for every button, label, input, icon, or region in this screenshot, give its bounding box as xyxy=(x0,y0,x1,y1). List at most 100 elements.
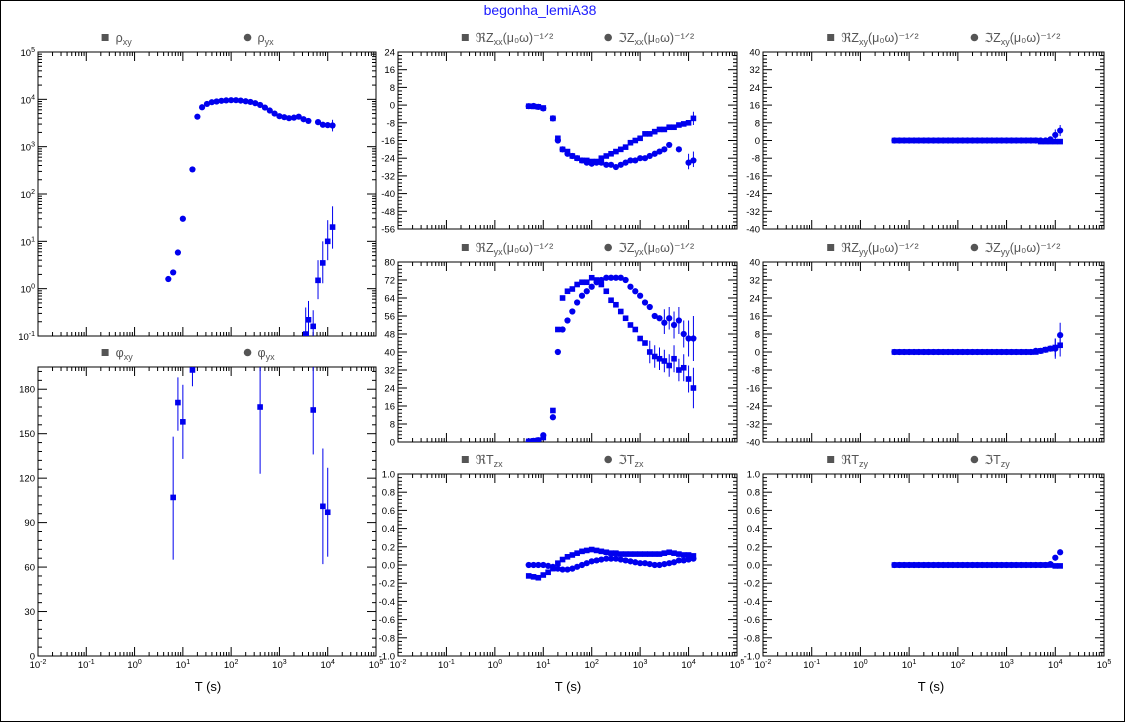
x-tick-label: 105 xyxy=(730,659,745,671)
data-point-circle xyxy=(617,274,624,281)
data-point-circle xyxy=(1042,346,1049,353)
data-point-square xyxy=(666,124,672,131)
legend-square-marker xyxy=(461,34,469,41)
data-point-circle xyxy=(324,122,331,129)
y-tick-label: 150 xyxy=(19,429,35,440)
x-axis-label-middle: T (s) xyxy=(555,679,581,694)
data-point-circle xyxy=(232,97,240,104)
y-tick-label: 10-1 xyxy=(18,331,35,343)
data-point-circle xyxy=(535,103,542,110)
data-point-circle xyxy=(920,348,927,356)
data-point-circle xyxy=(617,161,624,168)
data-point-circle xyxy=(1057,549,1064,556)
data-point-square xyxy=(646,349,653,355)
data-point-circle xyxy=(920,137,927,144)
panel-rho: 10-1 100 101 102 103 104 105 ρxy ρyx xyxy=(18,31,377,343)
data-point-circle xyxy=(622,557,629,564)
panel-tzx: 10-2 10-1 100 101 102 103 104 105 -1.0 -0.8 -0.6 -0… xyxy=(379,453,745,671)
data-point-circle xyxy=(257,101,264,109)
y-tick-label: 16 xyxy=(384,65,395,76)
data-point-square xyxy=(555,326,561,333)
data-point-square xyxy=(175,399,181,406)
data-point-circle xyxy=(944,348,952,356)
data-point-circle xyxy=(1022,561,1030,569)
legend-entry: ℑTzx xyxy=(604,453,644,469)
legend-label: ℑZyx(μ₀ω)⁻¹ᐟ² xyxy=(618,241,694,257)
data-point-circle xyxy=(974,137,981,144)
legend-label: ℜZxy(μ₀ω)⁻¹ᐟ² xyxy=(841,31,919,47)
legend-circle-marker xyxy=(970,243,979,252)
data-point-square xyxy=(574,281,580,288)
legend-label: ℑZxx(μ₀ω)⁻¹ᐟ² xyxy=(618,31,694,47)
y-tick-label: 64 xyxy=(384,294,395,305)
legend-label: ℜTzy xyxy=(841,453,868,469)
y-tick-label: 0.4 xyxy=(382,524,395,535)
panel-frame xyxy=(37,366,377,657)
data-point-circle xyxy=(656,561,663,569)
legend-entry: ℜTzy xyxy=(827,453,869,469)
data-point-circle xyxy=(896,137,903,144)
data-point-square xyxy=(661,550,668,556)
data-point-circle xyxy=(593,279,600,286)
x-tick-label: 103 xyxy=(633,659,648,671)
data-point-circle xyxy=(925,348,932,356)
data-point-circle xyxy=(593,159,600,166)
data-point-circle xyxy=(612,163,620,171)
data-point-circle xyxy=(627,283,634,290)
y-tick-label: -32 xyxy=(381,171,395,182)
data-point-circle xyxy=(906,348,913,356)
data-point-circle xyxy=(1032,137,1039,144)
data-point-square xyxy=(617,146,624,153)
panel-tzy: 10-2 10-1 100 101 102 103 104 105 -1.0 -0.8 -0.6 -0… xyxy=(744,453,1112,671)
data-point-circle xyxy=(583,288,590,295)
y-tick-label: 24 xyxy=(384,384,395,395)
data-point-circle xyxy=(998,137,1005,144)
data-point-circle xyxy=(974,561,981,569)
data-point-square xyxy=(579,548,585,555)
y-tick-label: 105 xyxy=(21,47,36,59)
data-point-circle xyxy=(670,321,678,329)
data-point-square xyxy=(310,323,316,330)
data-point-square xyxy=(564,288,571,295)
x-tick-label: 102 xyxy=(951,659,966,671)
data-point-circle xyxy=(983,561,991,569)
data-point-circle xyxy=(223,97,230,104)
data-point-circle xyxy=(237,97,244,104)
y-tick-label: -0.2 xyxy=(744,579,760,590)
data-point-circle xyxy=(959,561,966,569)
legend-label: ℜZxx(μ₀ω)⁻¹ᐟ² xyxy=(476,31,554,47)
y-tick-label: -16 xyxy=(746,171,760,182)
data-point-circle xyxy=(603,161,610,168)
data-point-circle xyxy=(617,556,624,563)
data-point-circle xyxy=(1042,137,1049,144)
data-point-square xyxy=(646,551,653,557)
data-point-circle xyxy=(954,137,961,144)
y-tick-label: 8 xyxy=(755,330,760,341)
data-point-circle xyxy=(944,137,952,144)
x-axis-label-left: T (s) xyxy=(195,679,221,694)
y-tick-label: 1.0 xyxy=(747,470,760,481)
y-tick-label: 102 xyxy=(21,189,36,201)
y-tick-label: 0.2 xyxy=(747,542,760,553)
y-tick-label: 101 xyxy=(21,236,36,248)
y-tick-label: 0.8 xyxy=(747,488,760,499)
data-layer xyxy=(165,97,336,336)
data-point-circle xyxy=(979,561,986,569)
y-tick-label: 120 xyxy=(19,474,35,485)
data-point-circle xyxy=(607,161,615,168)
y-tick-label: 30 xyxy=(24,607,35,618)
data-point-circle xyxy=(305,117,312,125)
data-point-circle xyxy=(661,560,668,568)
data-point-square xyxy=(685,552,692,558)
data-point-circle xyxy=(271,110,278,117)
data-point-square xyxy=(656,355,663,362)
data-point-square xyxy=(525,573,532,579)
data-point-circle xyxy=(1052,345,1059,352)
legend-square-marker xyxy=(101,34,109,41)
data-point-square xyxy=(671,124,677,131)
y-tick-label: -16 xyxy=(746,384,760,395)
y-tick-label: 0.0 xyxy=(382,561,395,572)
data-point-square xyxy=(661,358,668,364)
data-point-square xyxy=(305,316,312,323)
